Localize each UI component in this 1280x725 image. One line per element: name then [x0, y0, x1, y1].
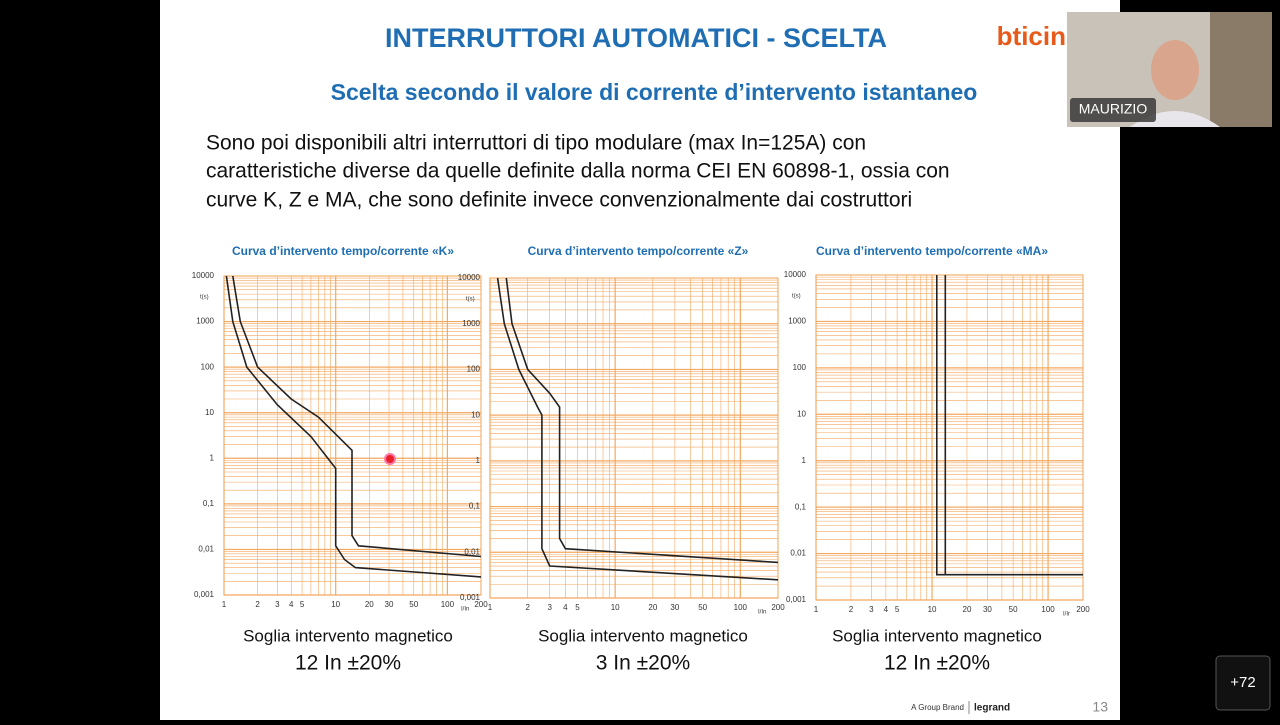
y-axis-label: t(s)	[792, 294, 801, 300]
x-axis-label: I/In	[461, 607, 469, 613]
y-tick-label: 0,1	[469, 502, 481, 511]
y-tick-label: 10	[797, 409, 806, 418]
x-tick-label: 10	[331, 600, 340, 609]
y-tick-label: 1000	[196, 317, 214, 326]
footer-logo: legrand	[974, 703, 1010, 714]
y-tick-label: 0,001	[786, 595, 807, 604]
x-tick-label: 20	[963, 605, 972, 614]
y-tick-label: 100	[201, 362, 215, 371]
x-tick-label: 1	[814, 605, 819, 614]
y-tick-label: 1000	[462, 319, 480, 328]
threshold: 12 In ±20%	[295, 652, 401, 675]
slide-subtitle: Scelta secondo il valore di corrente d’i…	[331, 79, 978, 105]
more-participants-button[interactable]	[1215, 655, 1271, 711]
y-tick-label: 10000	[784, 270, 807, 279]
page-number: 13	[1092, 699, 1108, 715]
y-axis-label: t(s)	[200, 295, 209, 301]
more-participants[interactable]: +72	[1230, 674, 1255, 691]
x-tick-label: 2	[849, 605, 854, 614]
x-tick-label: 100	[734, 603, 748, 612]
y-tick-label: 0,001	[460, 593, 481, 602]
y-tick-label: 0,01	[790, 549, 806, 558]
x-axis-label: I/Ir	[1063, 612, 1070, 618]
x-tick-label: 1	[488, 603, 493, 612]
y-tick-label: 0,1	[795, 502, 807, 511]
x-tick-label: 30	[385, 600, 394, 609]
y-tick-label: 1	[210, 453, 215, 462]
x-tick-label: 4	[289, 600, 294, 609]
caption: Soglia intervento magnetico	[832, 626, 1042, 645]
charts: Curva d’intervento tempo/corrente «K»100…	[192, 244, 1090, 674]
x-tick-label: 5	[895, 605, 900, 614]
y-tick-label: 10000	[192, 271, 215, 280]
y-tick-label: 1	[476, 456, 481, 465]
brand-logo: bticin	[997, 21, 1066, 51]
y-tick-label: 0,01	[464, 547, 480, 556]
x-tick-label: 2	[255, 600, 260, 609]
plot-area	[223, 275, 482, 596]
x-tick-label: 200	[771, 603, 785, 612]
caption: Soglia intervento magnetico	[538, 626, 748, 645]
y-tick-label: 1	[802, 456, 807, 465]
chart-title: Curva d’intervento tempo/corrente «Z»	[528, 244, 749, 258]
participant-label-bg	[1070, 98, 1156, 122]
trip-curve	[936, 275, 1083, 576]
y-axis-label: t(s)	[466, 297, 475, 303]
x-tick-label: 3	[547, 603, 552, 612]
webcam-background	[1210, 12, 1272, 127]
x-tick-label: 10	[928, 605, 937, 614]
x-tick-label: 100	[441, 600, 455, 609]
x-tick-label: 30	[983, 605, 992, 614]
x-tick-label: 5	[300, 600, 305, 609]
y-tick-label: 0,001	[194, 590, 215, 599]
x-tick-label: 3	[869, 605, 874, 614]
body-line: caratteristiche diverse da quelle defini…	[206, 160, 950, 183]
y-tick-label: 1000	[788, 317, 806, 326]
participant-name: MAURIZIO	[1079, 101, 1148, 117]
x-tick-label: 50	[1009, 605, 1018, 614]
body-line: curve K, Z e MA, che sono definite invec…	[206, 189, 912, 212]
y-tick-label: 100	[793, 363, 807, 372]
x-tick-label: 4	[563, 603, 568, 612]
caption: Soglia intervento magnetico	[243, 626, 453, 645]
y-tick-label: 10	[205, 408, 214, 417]
chart-title: Curva d’intervento tempo/corrente «MA»	[816, 244, 1048, 258]
x-tick-label: 1	[222, 600, 227, 609]
x-tick-label: 200	[474, 600, 488, 609]
x-tick-label: 100	[1041, 605, 1055, 614]
footer-brand: A Group Brand	[911, 703, 964, 712]
y-tick-label: 100	[467, 365, 481, 374]
x-tick-label: 10	[611, 603, 620, 612]
x-tick-label: 2	[525, 603, 530, 612]
x-tick-label: 200	[1076, 605, 1090, 614]
x-axis-label: I/In	[758, 610, 766, 616]
slide-title: INTERRUTTORI AUTOMATICI - SCELTA	[385, 23, 887, 53]
laser-pointer	[384, 453, 396, 465]
trip-curve	[505, 277, 779, 564]
y-tick-label: 10000	[458, 273, 481, 282]
body-line: Sono poi disponibili altri interruttori …	[206, 132, 866, 155]
y-tick-label: 0,01	[198, 545, 214, 554]
webcam-face	[1151, 40, 1199, 100]
trip-curve	[496, 277, 779, 581]
x-tick-label: 20	[365, 600, 374, 609]
threshold: 3 In ±20%	[596, 652, 690, 675]
trip-curve	[232, 275, 482, 558]
y-tick-label: 10	[471, 410, 480, 419]
threshold: 12 In ±20%	[884, 652, 990, 675]
trip-curve	[225, 275, 482, 578]
x-tick-label: 50	[409, 600, 418, 609]
x-tick-label: 50	[698, 603, 707, 612]
x-tick-label: 20	[648, 603, 657, 612]
plot-area	[489, 277, 779, 599]
x-tick-label: 3	[275, 600, 280, 609]
x-tick-label: 4	[884, 605, 889, 614]
x-tick-label: 5	[575, 603, 580, 612]
y-tick-label: 0,1	[203, 499, 215, 508]
chart-title: Curva d’intervento tempo/corrente «K»	[232, 244, 454, 258]
x-tick-label: 30	[670, 603, 679, 612]
